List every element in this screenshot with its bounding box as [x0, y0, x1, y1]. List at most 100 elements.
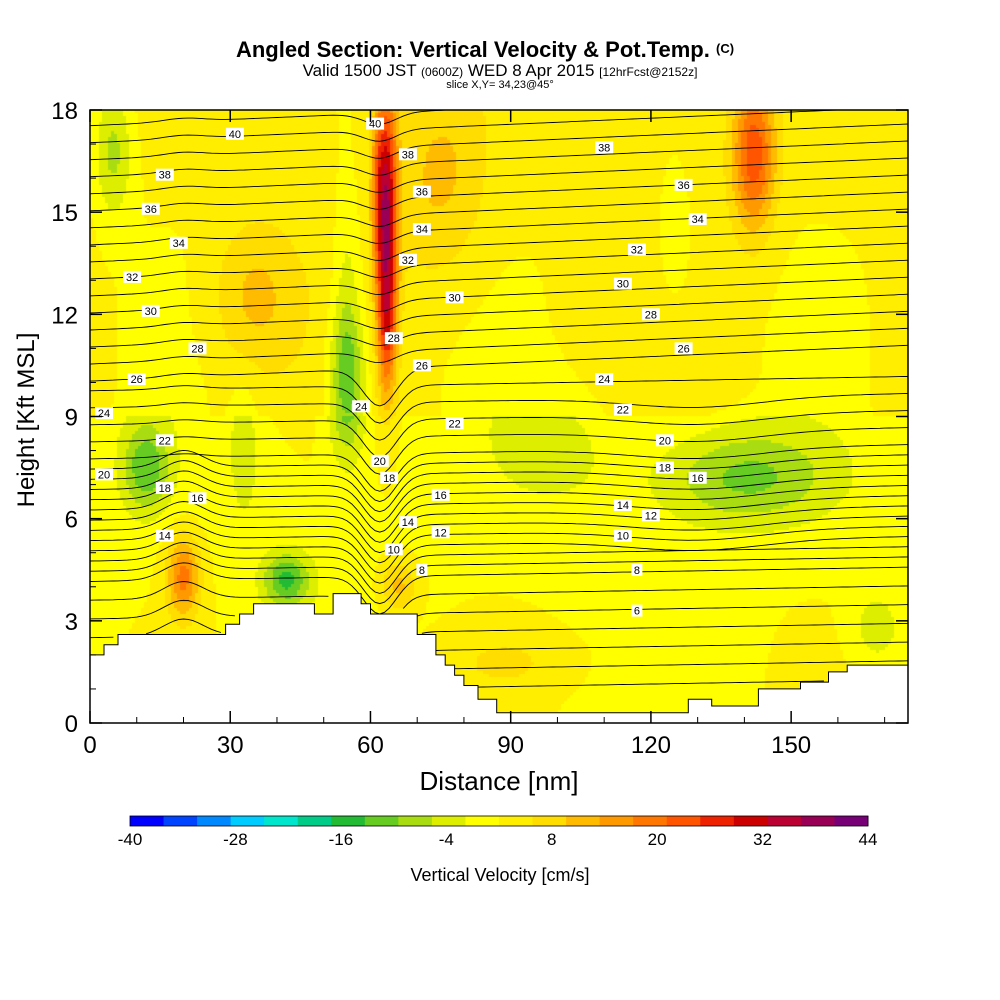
- y-axis-label: Height [Kft MSL]: [13, 333, 40, 508]
- isotherm-line: [90, 327, 908, 365]
- isotherm-line: [90, 208, 908, 246]
- isotherm-label-bg: [155, 529, 174, 542]
- isotherm-label: 22: [448, 418, 460, 430]
- y-tick-label: 6: [65, 507, 78, 534]
- isotherm-line: [90, 410, 908, 458]
- isotherm-label: 36: [416, 187, 428, 199]
- colorbar-tick-label: -40: [118, 830, 143, 849]
- colorbar-swatch: [331, 816, 366, 826]
- x-tick-label: 90: [497, 732, 524, 759]
- x-tick-label: 150: [771, 732, 811, 759]
- colorbar-swatch: [599, 816, 634, 826]
- isotherm-line: [90, 460, 908, 513]
- isotherm-label-bg: [141, 304, 160, 317]
- colorbar-tick-label: 8: [547, 830, 556, 849]
- colorbar-swatch: [130, 816, 165, 826]
- isotherm-label-bg: [127, 373, 146, 385]
- isotherm-label-bg: [380, 471, 399, 484]
- colorbar-frame: [129, 815, 869, 827]
- isotherm-label: 28: [191, 343, 203, 355]
- colorbar: [129, 815, 869, 827]
- isotherm-label: 8: [634, 565, 640, 577]
- colorbar-swatch: [163, 816, 198, 826]
- isotherm-label-bg: [169, 236, 188, 249]
- isotherm-label: 36: [145, 204, 157, 216]
- isotherm-label-bg: [627, 243, 646, 256]
- isotherm-line: [90, 242, 908, 280]
- colorbar-swatch: [733, 816, 768, 826]
- isotherm-lines: [90, 110, 908, 688]
- isotherm-label: 16: [434, 490, 446, 502]
- isotherm-line: [90, 344, 908, 407]
- x-axis-label: Distance [nm]: [420, 766, 579, 796]
- isotherm-line: [90, 310, 908, 348]
- colorbar-swatch: [566, 816, 601, 826]
- isotherm-label-bg: [655, 461, 674, 474]
- isotherm-label: 38: [598, 143, 610, 155]
- colorbar-swatch: [499, 816, 534, 826]
- isotherm-label-bg: [412, 359, 431, 372]
- isotherm-label: 14: [617, 500, 629, 512]
- isotherm-line: [90, 293, 908, 331]
- x-axis: 0 30 60 90 120 150: [83, 110, 886, 759]
- colorbar-label: Vertical Velocity [cm/s]: [410, 865, 589, 885]
- isotherm-label-bg: [631, 563, 643, 576]
- colorbar-swatch: [465, 816, 500, 826]
- isotherm-label: 16: [191, 493, 203, 505]
- y-tick-label: 0: [65, 711, 78, 738]
- isotherm-label-bg: [674, 342, 693, 355]
- isotherm-label: 30: [145, 306, 157, 318]
- colorbar-swatch: [532, 816, 567, 826]
- colorbar-swatch: [297, 816, 332, 826]
- isotherm-labels: 40 40 38 38 38 36 36 36 34 34 34 32 32 32 30 30 30 28 28 28…: [95, 117, 707, 618]
- isotherm-label-bg: [688, 471, 707, 484]
- colorbar-swatch: [666, 816, 701, 826]
- isotherm-label-bg: [225, 127, 244, 140]
- isotherm-label: 32: [631, 245, 643, 257]
- isotherm-label-bg: [431, 526, 450, 539]
- isotherm-label: 16: [692, 473, 704, 485]
- isotherm-label: 14: [402, 517, 414, 529]
- colorbar-swatch: [800, 816, 835, 826]
- colorbar-swatch: [364, 816, 399, 826]
- isotherm-label: 20: [98, 469, 110, 481]
- isotherm-line: [90, 490, 908, 543]
- isotherm-label-bg: [688, 213, 707, 225]
- colorbar-swatch: [834, 816, 869, 826]
- isotherm-label: 34: [416, 224, 428, 236]
- isotherm-line: [90, 427, 908, 475]
- isotherm-label: 14: [159, 531, 171, 543]
- x-tick-label: 60: [357, 732, 384, 759]
- isotherm-label: 26: [131, 374, 143, 386]
- isotherm-label-bg: [188, 342, 207, 355]
- isotherm-label-bg: [155, 168, 174, 181]
- isotherm-line: [90, 541, 908, 594]
- isotherm-label: 12: [645, 510, 657, 522]
- isotherm-line: [90, 110, 459, 127]
- isotherm-line: [90, 157, 908, 195]
- y-tick-label: 3: [65, 609, 78, 636]
- isotherm-line: [90, 521, 908, 574]
- isotherm-line: [90, 531, 908, 584]
- isotherm-label: 6: [634, 606, 640, 618]
- isotherm-label-bg: [370, 454, 389, 467]
- isotherm-line: [90, 562, 908, 615]
- isotherm-line: [90, 618, 908, 639]
- isotherm-line: [90, 174, 908, 212]
- x-tick-label: 120: [631, 732, 671, 759]
- isotherm-label-bg: [613, 529, 632, 542]
- isotherm-label: 10: [617, 531, 629, 543]
- isotherm-label-bg: [641, 509, 660, 522]
- isotherm-label-bg: [613, 277, 632, 290]
- isotherm-label: 12: [434, 527, 446, 539]
- isotherm-line: [90, 140, 908, 178]
- colorbar-swatch: [700, 816, 735, 826]
- colorbar-tick-labels: -40 -28 -16 -4 8 20 32 44: [118, 830, 878, 849]
- chart-subtitle: Valid 1500 JST (0600Z) WED 8 Apr 2015 [1…: [303, 61, 698, 80]
- isotherm-label: 26: [677, 343, 689, 355]
- isotherm-line: [90, 276, 908, 314]
- isotherm-label: 32: [402, 255, 414, 267]
- y-tick-label: 15: [51, 200, 78, 227]
- isotherm-label: 20: [659, 435, 671, 447]
